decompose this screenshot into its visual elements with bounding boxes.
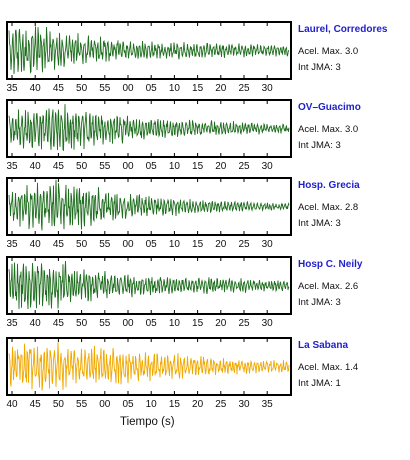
- max-acceleration: Acel. Max. 1.4: [298, 362, 359, 373]
- x-tick-label: 15: [192, 239, 204, 250]
- waveform-trace: [8, 104, 290, 151]
- x-tick-label: 20: [215, 83, 227, 94]
- jma-intensity: Int JMA: 3: [298, 297, 341, 308]
- x-axis-label: Tiempo (s): [120, 416, 175, 428]
- seismogram-panel-4: 35 40 45 50 55 00 05 10 15 20 25 30: [6, 256, 292, 329]
- x-tick-label: 20: [215, 239, 227, 250]
- x-tick-label: 00: [122, 83, 134, 94]
- x-tick-label: 00: [122, 239, 134, 250]
- jma-intensity: Int JMA: 1: [298, 378, 341, 389]
- x-tick-label: 15: [192, 83, 204, 94]
- x-tick-label: 40: [30, 161, 42, 172]
- jma-intensity: Int JMA: 3: [298, 218, 341, 229]
- x-tick-label: 25: [238, 83, 250, 94]
- x-tick-label: 35: [6, 161, 18, 172]
- x-tick-label: 00: [122, 161, 134, 172]
- x-tick-label: 45: [53, 318, 65, 329]
- x-tick-label: 30: [262, 161, 274, 172]
- waveform-trace: [8, 260, 290, 310]
- x-tick-label: 45: [53, 239, 65, 250]
- x-tick-label: 20: [192, 399, 204, 410]
- x-tick-label: 45: [30, 399, 42, 410]
- x-tick-label: 50: [76, 161, 88, 172]
- jma-intensity: Int JMA: 3: [298, 62, 341, 73]
- max-acceleration: Acel. Max. 2.8: [298, 202, 359, 213]
- x-tick-label: 30: [262, 239, 274, 250]
- x-tick-label: 40: [6, 399, 18, 410]
- x-tick-label: 35: [262, 399, 274, 410]
- x-tick-label: 10: [169, 318, 181, 329]
- x-tick-label: 30: [262, 318, 274, 329]
- x-tick-label: 45: [53, 83, 65, 94]
- x-tick-label: 25: [238, 239, 250, 250]
- x-tick-label: 05: [122, 399, 134, 410]
- x-tick-label: 35: [6, 83, 18, 94]
- x-tick-label: 15: [192, 161, 204, 172]
- x-tick-label: 30: [262, 83, 274, 94]
- x-tick-label: 10: [169, 161, 181, 172]
- x-tick-label: 35: [6, 239, 18, 250]
- station-name: La Sabana: [298, 340, 349, 351]
- waveform-trace: [8, 26, 289, 75]
- x-tick-label: 40: [30, 318, 42, 329]
- seismogram-panel-2: 35 40 45 50 55 00 05 10 15 20 25 30: [6, 99, 292, 172]
- x-tick-label: 20: [215, 161, 227, 172]
- x-tick-label: 10: [146, 399, 158, 410]
- x-tick-label: 10: [169, 83, 181, 94]
- x-tick-label: 55: [99, 161, 111, 172]
- x-tick-label: 50: [53, 399, 65, 410]
- x-tick-label: 05: [146, 161, 158, 172]
- x-tick-label: 40: [30, 239, 42, 250]
- seismogram-panel-1: 35 40 45 50 55 00 05 10 15 20 25 30: [6, 21, 292, 94]
- station-name: Hosp. Grecia: [298, 180, 360, 191]
- x-tick-label: 00: [99, 399, 111, 410]
- waveform-trace: [8, 179, 290, 231]
- x-tick-label: 50: [76, 318, 88, 329]
- max-acceleration: Acel. Max. 3.0: [298, 46, 359, 57]
- jma-intensity: Int JMA: 3: [298, 140, 341, 151]
- x-tick-label: 05: [146, 83, 158, 94]
- x-tick-label: 15: [192, 318, 204, 329]
- x-tick-label: 25: [238, 161, 250, 172]
- x-tick-label: 25: [238, 318, 250, 329]
- x-tick-label: 15: [169, 399, 181, 410]
- x-tick-label: 55: [99, 318, 111, 329]
- max-acceleration: Acel. Max. 3.0: [298, 124, 359, 135]
- x-tick-label: 40: [30, 83, 42, 94]
- station-name: Hosp C. Neily: [298, 259, 363, 270]
- x-tick-label: 55: [99, 83, 111, 94]
- x-tick-label: 25: [215, 399, 227, 410]
- x-tick-label: 20: [215, 318, 227, 329]
- station-name: Laurel, Corredores: [298, 24, 388, 35]
- x-tick-label: 50: [76, 83, 88, 94]
- seismogram-panel-5: 40 45 50 55 00 05 10 15 20 25 30 35: [6, 337, 292, 410]
- x-tick-label: 30: [238, 399, 250, 410]
- x-tick-label: 00: [122, 318, 134, 329]
- waveform-trace: [8, 342, 290, 391]
- x-tick-label: 50: [76, 239, 88, 250]
- seismogram-panel-3: 35 40 45 50 55 00 05 10 15 20 25 30: [6, 177, 292, 250]
- x-tick-label: 05: [146, 239, 158, 250]
- x-tick-label: 55: [76, 399, 88, 410]
- x-tick-label: 35: [6, 318, 18, 329]
- x-tick-label: 55: [99, 239, 111, 250]
- x-tick-label: 05: [146, 318, 158, 329]
- x-tick-label: 45: [53, 161, 65, 172]
- x-tick-label: 10: [169, 239, 181, 250]
- station-name: OV–Guacimo: [298, 102, 361, 113]
- max-acceleration: Acel. Max. 2.6: [298, 281, 359, 292]
